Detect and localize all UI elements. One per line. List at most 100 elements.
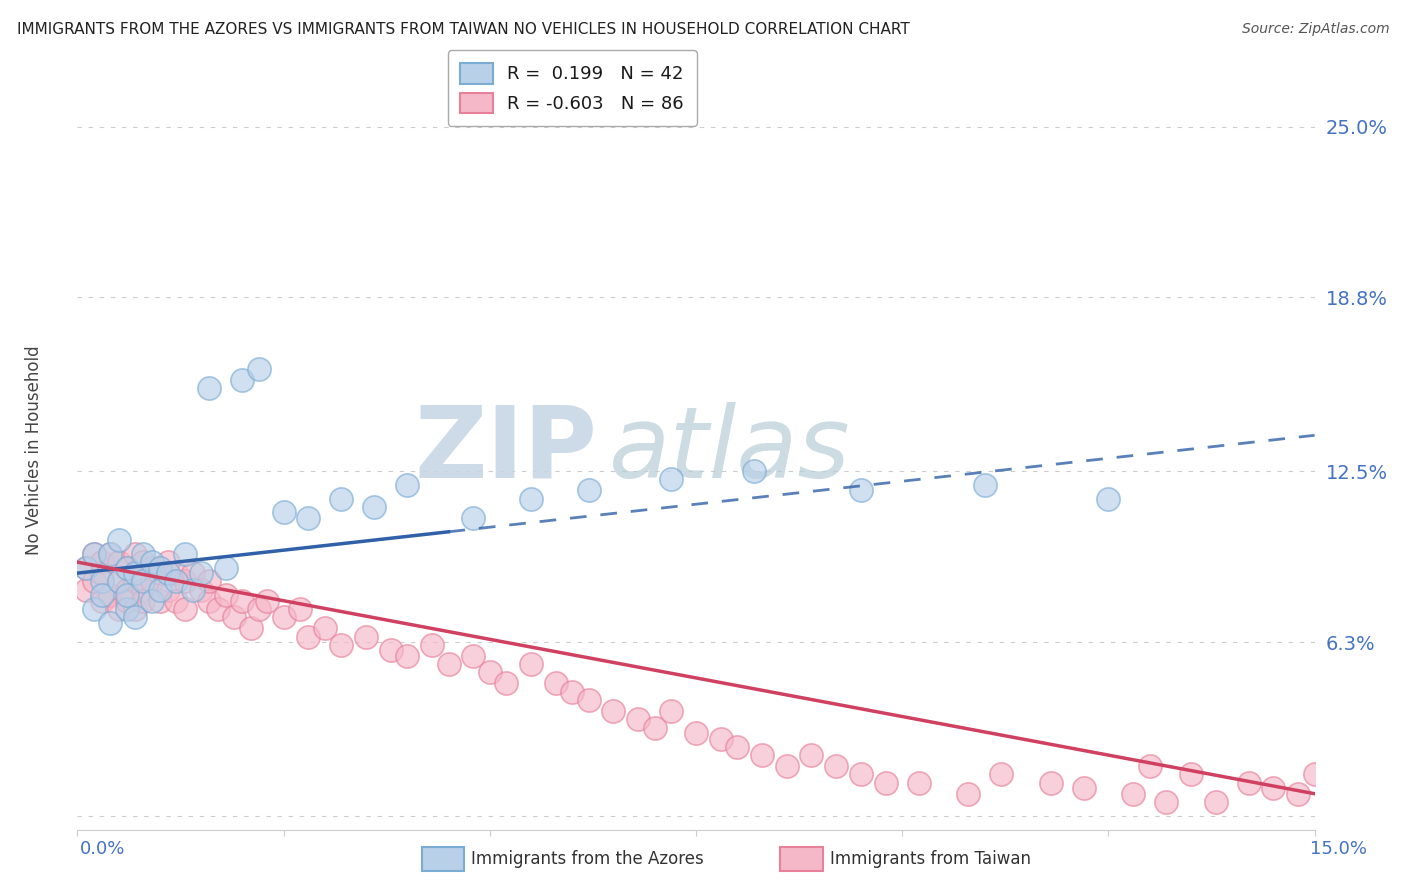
Point	[132, 582, 155, 597]
Point	[1122, 787, 1144, 801]
Point	[520, 657, 543, 672]
Point	[115, 602, 138, 616]
Point	[256, 593, 278, 607]
Point	[75, 582, 97, 597]
Point	[141, 560, 163, 574]
Point	[181, 582, 204, 597]
Point	[231, 593, 253, 607]
Point	[198, 381, 221, 395]
Point	[578, 693, 600, 707]
Point	[132, 574, 155, 589]
Point	[578, 483, 600, 498]
Point	[98, 547, 121, 561]
Point	[165, 566, 187, 581]
Text: Immigrants from Taiwan: Immigrants from Taiwan	[830, 850, 1031, 868]
Point	[273, 610, 295, 624]
Point	[107, 555, 129, 569]
Point	[149, 560, 172, 574]
Point	[157, 582, 180, 597]
Point	[132, 593, 155, 607]
Point	[273, 506, 295, 520]
Point	[115, 582, 138, 597]
Point	[149, 582, 172, 597]
Text: IMMIGRANTS FROM THE AZORES VS IMMIGRANTS FROM TAIWAN NO VEHICLES IN HOUSEHOLD CO: IMMIGRANTS FROM THE AZORES VS IMMIGRANTS…	[17, 22, 910, 37]
Point	[124, 610, 146, 624]
Point	[685, 726, 707, 740]
Point	[644, 721, 666, 735]
Point	[561, 684, 583, 698]
Point	[75, 560, 97, 574]
Point	[173, 602, 195, 616]
Point	[141, 593, 163, 607]
Point	[222, 610, 245, 624]
Point	[751, 748, 773, 763]
Text: Immigrants from the Azores: Immigrants from the Azores	[471, 850, 704, 868]
Text: atlas: atlas	[609, 402, 851, 499]
Point	[544, 676, 567, 690]
Point	[825, 759, 848, 773]
Point	[98, 547, 121, 561]
Point	[83, 547, 105, 561]
Point	[602, 704, 624, 718]
Point	[520, 491, 543, 506]
Point	[725, 739, 748, 754]
Point	[239, 621, 262, 635]
Point	[288, 602, 311, 616]
Point	[198, 593, 221, 607]
Point	[1097, 491, 1119, 506]
Point	[198, 574, 221, 589]
Bar	[780, 847, 823, 871]
Point	[107, 533, 129, 547]
Point	[297, 630, 319, 644]
Point	[107, 574, 129, 589]
Point	[91, 593, 114, 607]
Point	[1039, 775, 1062, 789]
Point	[91, 574, 114, 589]
Point	[83, 574, 105, 589]
Bar	[422, 847, 464, 871]
Point	[495, 676, 517, 690]
Text: ZIP: ZIP	[415, 402, 598, 499]
Text: No Vehicles in Household: No Vehicles in Household	[25, 345, 44, 556]
Point	[107, 602, 129, 616]
Point	[849, 483, 872, 498]
Point	[141, 574, 163, 589]
Point	[115, 588, 138, 602]
Text: 0.0%: 0.0%	[80, 840, 125, 858]
Point	[83, 547, 105, 561]
Point	[124, 566, 146, 581]
Point	[165, 593, 187, 607]
Point	[1154, 795, 1177, 809]
Point	[1237, 775, 1260, 789]
Point	[990, 767, 1012, 781]
Point	[875, 775, 897, 789]
Point	[742, 464, 765, 478]
Point	[83, 602, 105, 616]
Point	[800, 748, 823, 763]
Point	[354, 630, 377, 644]
Point	[215, 560, 238, 574]
Point	[115, 593, 138, 607]
Point	[710, 731, 733, 746]
Point	[247, 602, 270, 616]
Point	[363, 500, 385, 514]
Point	[98, 588, 121, 602]
Point	[132, 547, 155, 561]
Point	[330, 491, 353, 506]
Point	[141, 555, 163, 569]
Point	[165, 574, 187, 589]
Point	[91, 588, 114, 602]
Point	[1073, 781, 1095, 796]
Point	[659, 704, 682, 718]
Point	[973, 478, 995, 492]
Point	[380, 643, 402, 657]
Point	[132, 555, 155, 569]
Text: 15.0%: 15.0%	[1310, 840, 1367, 858]
Point	[849, 767, 872, 781]
Point	[659, 472, 682, 486]
Point	[149, 593, 172, 607]
Point	[181, 566, 204, 581]
Point	[957, 787, 980, 801]
Point	[149, 566, 172, 581]
Point	[75, 560, 97, 574]
